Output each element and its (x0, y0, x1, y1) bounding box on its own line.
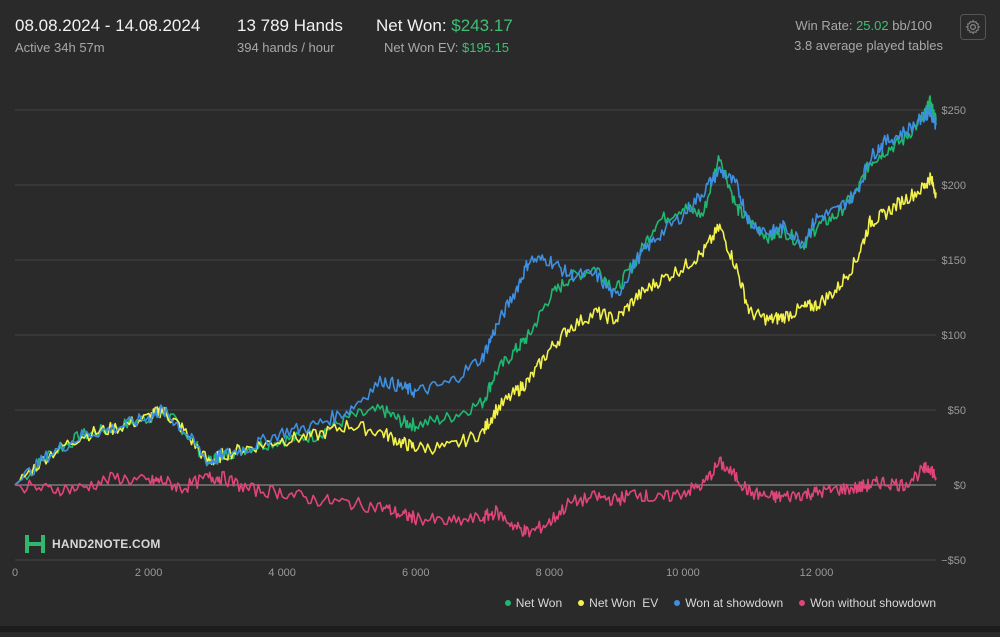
x-tick-label: 12 000 (800, 567, 834, 579)
legend-label-won-without-showdown: Won without showdown (810, 596, 936, 610)
x-tick-label: 8 000 (536, 567, 564, 579)
y-tick-label: $50 (948, 405, 966, 417)
series-line (14, 95, 937, 486)
stats-header: 08.08.2024 - 14.08.2024 Active 34h 57m 1… (0, 0, 1000, 70)
y-tick-label: $200 (942, 180, 966, 192)
x-tick-label: 2 000 (135, 567, 163, 579)
gear-icon (965, 19, 981, 35)
legend-item-net-won-ev[interactable]: Net Won EV (578, 596, 658, 610)
chart-legend: Net Won Net Won EV Won at showdown Won w… (504, 596, 936, 610)
net-won-label: Net Won: (376, 16, 447, 35)
hands-count: 13 789 Hands (237, 16, 343, 35)
profit-chart: −$50 $0 $50 $100 $150 $200 $250 0 2 000 4 000 6 00… (0, 70, 1000, 632)
net-won-ev-dot (578, 600, 585, 606)
win-rate-unit: bb/100 (892, 18, 932, 33)
y-tick-label: −$50 (941, 555, 966, 567)
x-tick-label: 0 (12, 567, 18, 579)
legend-item-net-won[interactable]: Net Won (504, 596, 563, 610)
legend-label-net-won-ev: Net Won EV (589, 596, 659, 610)
net-won-ev-stat: Net Won EV: $195.15 (384, 40, 509, 55)
settings-button[interactable] (960, 14, 986, 40)
bottom-bar (0, 626, 1000, 632)
legend-item-won-without-showdown[interactable]: Won without showdown (799, 596, 936, 610)
win-rate-stat: Win Rate: 25.02 bb/100 (795, 18, 932, 33)
win-rate-value: 25.02 (856, 18, 889, 33)
hands-per-hour: 394 hands / hour (237, 40, 335, 55)
avg-tables: 3.8 average played tables (794, 38, 943, 53)
y-tick-label: $100 (942, 330, 966, 342)
showdown-dot (674, 600, 681, 606)
net-won-ev-value: $195.15 (462, 40, 510, 55)
active-time: Active 34h 57m (15, 40, 105, 55)
legend-label-won-at-showdown: Won at showdown (685, 596, 784, 610)
hand2note-logo: HAND2NOTE.COM (24, 534, 161, 554)
y-tick-label: $250 (942, 105, 966, 117)
net-won-value: $243.17 (451, 16, 513, 35)
legend-item-won-at-showdown[interactable]: Won at showdown (674, 596, 783, 610)
legend-label-net-won: Net Won (515, 596, 563, 610)
net-won-stat: Net Won: $243.17 (376, 16, 513, 36)
x-tick-label: 10 000 (666, 567, 700, 579)
profit-chart-svg: −$50 $0 $50 $100 $150 $200 $250 0 2 000 4 000 6 00… (12, 95, 966, 579)
win-rate-label: Win Rate: (795, 18, 853, 33)
x-tick-label: 6 000 (402, 567, 430, 579)
net-won-ev-label: Net Won EV: (384, 40, 459, 55)
y-tick-label: $0 (954, 480, 966, 492)
no-showdown-dot (799, 600, 806, 606)
x-tick-label: 4 000 (268, 567, 296, 579)
series-line (14, 172, 937, 486)
h2n-logo-icon (25, 535, 45, 553)
logo-text: HAND2NOTE.COM (52, 537, 161, 551)
y-tick-label: $150 (942, 255, 966, 267)
series-line (14, 456, 937, 538)
net-won-dot (504, 600, 511, 606)
date-range: 08.08.2024 - 14.08.2024 (15, 16, 201, 35)
series-line (14, 105, 937, 486)
